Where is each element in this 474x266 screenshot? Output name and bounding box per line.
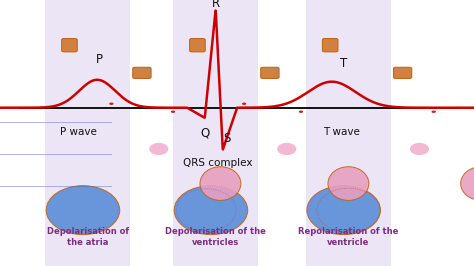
Ellipse shape <box>307 186 381 235</box>
FancyBboxPatch shape <box>261 67 279 78</box>
Text: QRS complex: QRS complex <box>183 158 253 168</box>
FancyBboxPatch shape <box>322 39 338 52</box>
FancyBboxPatch shape <box>190 39 205 52</box>
Text: P: P <box>96 53 103 66</box>
FancyBboxPatch shape <box>62 39 77 52</box>
Text: S: S <box>223 132 230 145</box>
Bar <box>306 0 391 266</box>
Ellipse shape <box>200 167 241 200</box>
Circle shape <box>299 110 303 113</box>
Ellipse shape <box>174 186 248 235</box>
Ellipse shape <box>149 143 168 155</box>
Text: P wave: P wave <box>60 127 97 137</box>
Text: T: T <box>340 57 347 70</box>
Ellipse shape <box>461 167 474 200</box>
Circle shape <box>431 110 436 113</box>
Ellipse shape <box>328 167 369 200</box>
Text: Depolarisation of the
ventricles: Depolarisation of the ventricles <box>165 227 266 247</box>
Text: R: R <box>211 0 220 10</box>
Bar <box>173 0 258 266</box>
Circle shape <box>171 110 175 113</box>
FancyBboxPatch shape <box>133 67 151 78</box>
Circle shape <box>109 102 114 105</box>
Text: Repolarisation of the
ventricle: Repolarisation of the ventricle <box>298 227 399 247</box>
Ellipse shape <box>410 143 429 155</box>
Text: Q: Q <box>200 127 210 139</box>
FancyBboxPatch shape <box>393 67 412 78</box>
Ellipse shape <box>277 143 296 155</box>
Text: Depolarisation of
the atria: Depolarisation of the atria <box>46 227 129 247</box>
Bar <box>45 0 130 266</box>
Circle shape <box>242 102 246 105</box>
Text: T wave: T wave <box>323 127 360 137</box>
Ellipse shape <box>46 186 120 235</box>
